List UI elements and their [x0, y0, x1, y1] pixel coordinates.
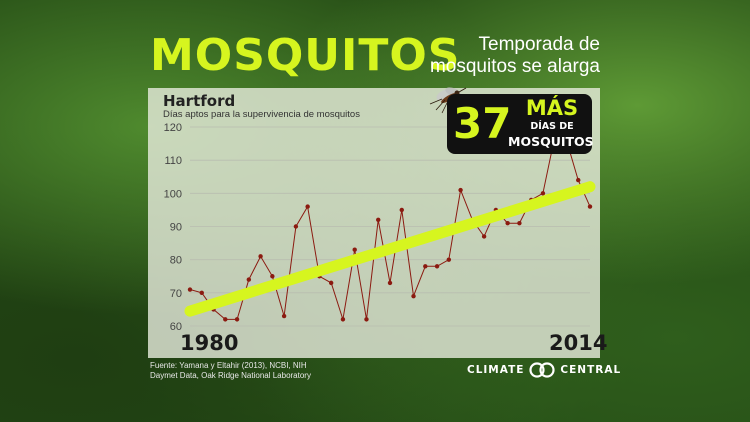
subtitle-line-2: mosquitos se alarga — [429, 56, 600, 77]
data-point — [293, 224, 299, 229]
data-point — [352, 247, 357, 252]
y-tick-label: 120 — [164, 122, 182, 134]
trend-layer — [184, 181, 596, 317]
chart-title: Hartford — [163, 92, 236, 110]
data-point — [376, 217, 381, 223]
data-point — [517, 220, 522, 226]
data-point — [481, 234, 487, 239]
logo-rings-icon — [529, 362, 556, 378]
data-point — [270, 274, 275, 279]
y-axis-ticks: 60 70 80 90 100 110 120 — [164, 122, 182, 333]
data-point — [423, 264, 428, 269]
data-point — [187, 287, 193, 292]
x-end-label: 2014 — [549, 331, 607, 355]
x-start-label: 1980 — [180, 331, 238, 355]
source-note: Fuente: Yamana y Eltahir (2013), NCBI, N… — [150, 361, 311, 381]
y-tick-label: 110 — [164, 155, 182, 167]
callout-mosquitos: MOSQUITOS — [508, 134, 594, 149]
y-tick-label: 70 — [170, 288, 182, 300]
subtitle-line-1: Temporada de — [478, 34, 600, 55]
y-tick-label: 90 — [170, 222, 182, 234]
logo-text-central: CENTRAL — [560, 364, 622, 376]
callout-days: DÍAS DE — [530, 121, 574, 132]
y-tick-label: 60 — [170, 321, 182, 333]
data-point — [587, 204, 593, 209]
data-point — [387, 280, 393, 286]
callout-number: 37 — [453, 99, 512, 148]
source-line-1: Fuente: Yamana y Eltahir (2013), NCBI, N… — [150, 361, 307, 370]
data-point — [199, 290, 204, 296]
data-point — [340, 317, 346, 322]
climate-central-logo: CLIMATE CENTRAL — [467, 362, 621, 378]
chart-subtitle: Días aptos para la supervivencia de mosq… — [163, 109, 360, 120]
page-subtitle: Temporada de mosquitos se alarga — [410, 34, 600, 78]
data-point — [411, 293, 416, 299]
data-point — [434, 264, 440, 269]
logo-text-climate: CLIMATE — [467, 364, 525, 376]
data-point — [328, 280, 334, 286]
data-point — [576, 177, 581, 183]
callout-box — [447, 94, 592, 154]
trend-line — [184, 181, 596, 317]
data-point — [446, 257, 452, 262]
data-point — [281, 313, 287, 319]
data-point — [305, 204, 310, 209]
data-point — [258, 254, 263, 259]
page-title: MOSQUITOS — [150, 30, 461, 81]
data-point — [399, 207, 404, 213]
callout-more: MÁS — [525, 96, 579, 120]
data-point — [505, 220, 510, 226]
y-tick-label: 80 — [170, 255, 182, 267]
data-point — [234, 317, 240, 322]
data-point — [364, 317, 369, 322]
data-point — [540, 191, 546, 196]
data-point — [458, 187, 463, 193]
y-tick-label: 100 — [164, 188, 182, 200]
data-point — [246, 277, 252, 282]
source-line-2: Daymet Data, Oak Ridge National Laborato… — [150, 371, 311, 380]
data-point — [223, 317, 228, 322]
